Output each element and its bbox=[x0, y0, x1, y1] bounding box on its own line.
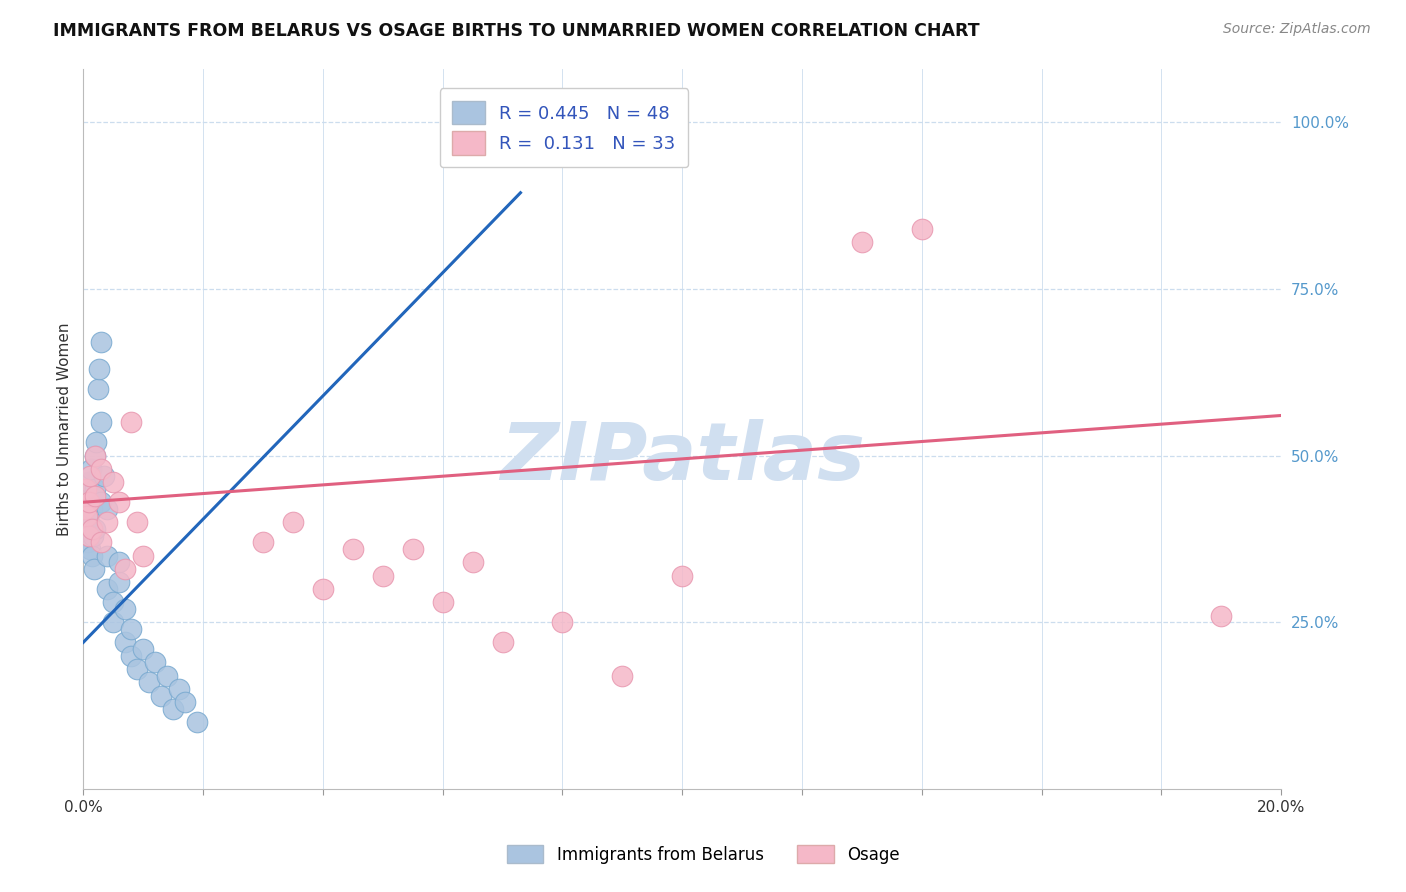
Point bbox=[82, 489, 104, 503]
Y-axis label: Births to Unmarried Women: Births to Unmarried Women bbox=[58, 322, 72, 535]
Point bbox=[127, 515, 149, 529]
Point bbox=[120, 648, 142, 663]
Point bbox=[93, 468, 115, 483]
Point bbox=[174, 695, 197, 709]
Point bbox=[132, 642, 155, 657]
Point bbox=[612, 669, 634, 683]
Point bbox=[120, 415, 142, 429]
Point bbox=[252, 535, 274, 549]
Point bbox=[108, 575, 131, 590]
Point bbox=[186, 715, 208, 730]
Point bbox=[84, 449, 107, 463]
Point bbox=[114, 562, 136, 576]
Point bbox=[84, 482, 107, 496]
Point bbox=[79, 541, 101, 556]
Point bbox=[90, 535, 112, 549]
Legend: R = 0.445   N = 48, R =  0.131   N = 33: R = 0.445 N = 48, R = 0.131 N = 33 bbox=[440, 88, 688, 168]
Point bbox=[1211, 608, 1233, 623]
Point bbox=[77, 535, 100, 549]
Point bbox=[75, 502, 97, 516]
Point bbox=[76, 522, 98, 536]
Point bbox=[75, 482, 97, 496]
Point bbox=[90, 415, 112, 429]
Point bbox=[312, 582, 335, 596]
Point bbox=[461, 555, 484, 569]
Point bbox=[911, 221, 934, 235]
Point bbox=[83, 562, 105, 576]
Text: IMMIGRANTS FROM BELARUS VS OSAGE BIRTHS TO UNMARRIED WOMEN CORRELATION CHART: IMMIGRANTS FROM BELARUS VS OSAGE BIRTHS … bbox=[53, 22, 980, 40]
Point bbox=[120, 622, 142, 636]
Point bbox=[82, 528, 104, 542]
Point bbox=[76, 508, 98, 523]
Point bbox=[84, 449, 107, 463]
Point bbox=[103, 595, 125, 609]
Point bbox=[77, 528, 100, 542]
Point bbox=[77, 515, 100, 529]
Point bbox=[150, 689, 173, 703]
Point bbox=[342, 541, 364, 556]
Text: Source: ZipAtlas.com: Source: ZipAtlas.com bbox=[1223, 22, 1371, 37]
Point bbox=[76, 489, 98, 503]
Point bbox=[103, 475, 125, 490]
Point bbox=[281, 515, 304, 529]
Point bbox=[80, 549, 103, 563]
Text: ZIPatlas: ZIPatlas bbox=[499, 418, 865, 497]
Point bbox=[96, 502, 118, 516]
Point bbox=[491, 635, 513, 649]
Point bbox=[114, 602, 136, 616]
Point bbox=[162, 702, 184, 716]
Point bbox=[127, 662, 149, 676]
Point bbox=[77, 495, 100, 509]
Point bbox=[96, 582, 118, 596]
Point bbox=[138, 675, 160, 690]
Point bbox=[86, 435, 108, 450]
Point bbox=[84, 489, 107, 503]
Point bbox=[89, 361, 111, 376]
Point bbox=[156, 669, 179, 683]
Point bbox=[90, 462, 112, 476]
Point bbox=[96, 515, 118, 529]
Point bbox=[90, 495, 112, 509]
Point bbox=[108, 495, 131, 509]
Point bbox=[371, 568, 394, 582]
Point bbox=[73, 518, 96, 533]
Point bbox=[82, 522, 104, 536]
Point bbox=[79, 468, 101, 483]
Point bbox=[671, 568, 693, 582]
Point bbox=[75, 502, 97, 516]
Point bbox=[114, 635, 136, 649]
Point bbox=[77, 495, 100, 509]
Point bbox=[167, 681, 190, 696]
Point bbox=[402, 541, 425, 556]
Point bbox=[108, 555, 131, 569]
Point bbox=[432, 595, 454, 609]
Point bbox=[96, 549, 118, 563]
Legend: Immigrants from Belarus, Osage: Immigrants from Belarus, Osage bbox=[501, 838, 905, 871]
Point bbox=[143, 656, 166, 670]
Point bbox=[90, 335, 112, 350]
Point bbox=[551, 615, 574, 630]
Point bbox=[87, 382, 110, 396]
Point bbox=[132, 549, 155, 563]
Point bbox=[75, 508, 97, 523]
Point bbox=[851, 235, 873, 249]
Point bbox=[84, 522, 107, 536]
Point bbox=[77, 475, 100, 490]
Point bbox=[80, 462, 103, 476]
Point bbox=[103, 615, 125, 630]
Point bbox=[82, 502, 104, 516]
Point bbox=[75, 528, 97, 542]
